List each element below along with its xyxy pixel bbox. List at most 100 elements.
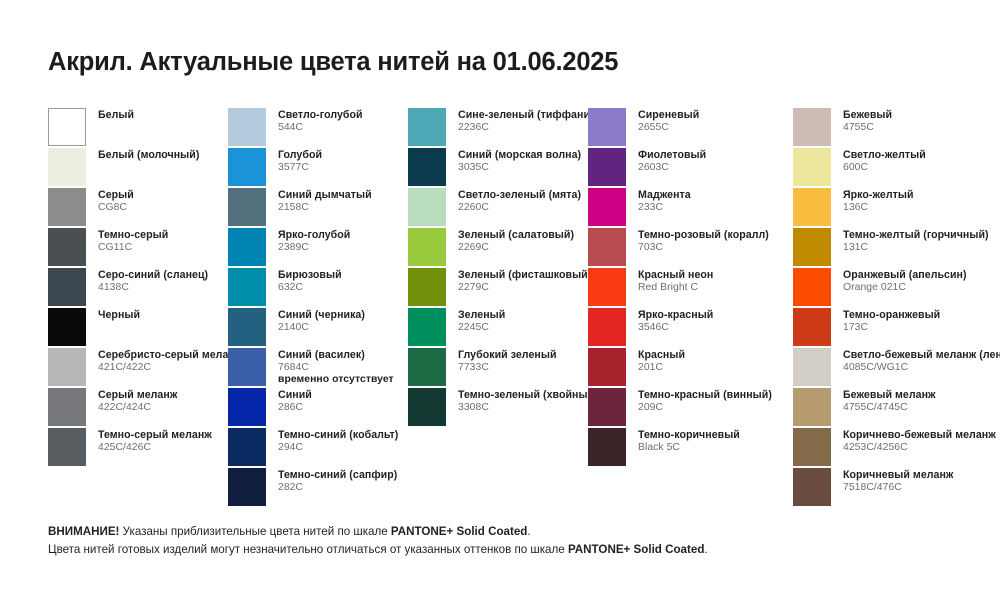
color-entry[interactable]: Зеленый (фисташковый) 2279C (408, 268, 591, 308)
color-swatch[interactable] (793, 188, 831, 226)
color-swatch[interactable] (408, 348, 446, 386)
color-swatch[interactable] (228, 188, 266, 226)
color-swatch[interactable] (228, 148, 266, 186)
footer-line-1-text: Указаны приблизительные цвета нитей по ш… (119, 525, 391, 538)
color-swatch[interactable] (588, 348, 626, 386)
color-entry[interactable]: Ярко-голубой 2389C (228, 228, 408, 268)
color-entry[interactable]: Маджента 233C (588, 188, 793, 228)
color-swatch[interactable] (228, 268, 266, 306)
color-entry[interactable]: Зеленый (салатовый) 2269C (408, 228, 588, 268)
color-swatch[interactable] (228, 428, 266, 466)
color-swatch[interactable] (48, 108, 86, 146)
color-swatch[interactable] (48, 148, 86, 186)
color-name: Белый (98, 109, 135, 121)
color-swatch[interactable] (48, 428, 86, 466)
color-swatch[interactable] (408, 188, 446, 226)
color-entry[interactable]: Темно-красный (винный) 209C (588, 388, 793, 428)
color-swatch[interactable] (48, 228, 86, 266)
color-entry[interactable]: Темно-коричневый Black 5C (588, 428, 793, 468)
color-swatch[interactable] (228, 388, 266, 426)
color-entry[interactable]: Синий дымчатый 2158C (228, 188, 408, 228)
color-entry[interactable]: Красный неон Red Bright C (588, 268, 793, 308)
color-swatch[interactable] (588, 428, 626, 466)
color-swatch[interactable] (48, 348, 86, 386)
color-swatch[interactable] (793, 468, 831, 506)
color-entry[interactable]: Темно-синий (сапфир) 282C (228, 468, 408, 508)
color-swatch[interactable] (793, 308, 831, 346)
color-entry[interactable]: Темно-зеленый (хвойный) 3308C (408, 388, 598, 428)
color-code: 2269C (458, 241, 489, 253)
color-swatch[interactable] (48, 308, 86, 346)
color-swatch[interactable] (793, 388, 831, 426)
color-swatch[interactable] (793, 228, 831, 266)
color-entry[interactable]: Серый меланж 422C/424C (48, 388, 228, 428)
color-swatch[interactable] (793, 268, 831, 306)
color-entry[interactable]: Бежевый меланж 4755C/4745C (793, 388, 998, 428)
color-entry[interactable]: Светло-зеленый (мята) 2260C (408, 188, 588, 228)
color-entry[interactable]: Светло-голубой 544C (228, 108, 408, 148)
color-labels: Темно-оранжевый 173C (843, 308, 940, 334)
color-swatch[interactable] (408, 308, 446, 346)
color-swatch[interactable] (228, 228, 266, 266)
color-entry[interactable]: Темно-серый меланж 425C/426C (48, 428, 228, 468)
color-swatch[interactable] (588, 268, 626, 306)
color-swatch[interactable] (408, 108, 446, 146)
color-entry[interactable]: Оранжевый (апельсин) Orange 021C (793, 268, 998, 308)
color-name: Темно-зеленый (хвойный) (458, 389, 598, 401)
color-swatch[interactable] (408, 148, 446, 186)
color-labels: Ярко-желтый 136C (843, 188, 914, 214)
color-labels: Синий 286C (278, 388, 312, 414)
color-entry[interactable]: Синий (василек) 7684C временно отсутствует (228, 348, 408, 388)
color-swatch[interactable] (228, 308, 266, 346)
color-swatch[interactable] (408, 268, 446, 306)
color-swatch[interactable] (793, 348, 831, 386)
color-swatch[interactable] (793, 148, 831, 186)
color-entry[interactable]: Ярко-желтый 136C (793, 188, 998, 228)
color-entry[interactable]: Голубой 3577C (228, 148, 408, 188)
color-swatch[interactable] (48, 188, 86, 226)
color-swatch[interactable] (228, 108, 266, 146)
color-swatch[interactable] (793, 108, 831, 146)
color-swatch[interactable] (408, 388, 446, 426)
color-entry[interactable]: Синий (черника) 2140C (228, 308, 408, 348)
color-entry[interactable]: Белый (молочный) (48, 148, 228, 188)
color-swatch[interactable] (588, 308, 626, 346)
color-entry[interactable]: Фиолетовый 2603C (588, 148, 793, 188)
color-entry[interactable]: Темно-желтый (горчичный) 131C (793, 228, 998, 268)
color-entry[interactable]: Серый CG8C (48, 188, 228, 228)
color-swatch[interactable] (588, 388, 626, 426)
color-entry[interactable]: Сиреневый 2655C (588, 108, 793, 148)
color-entry[interactable]: Синий (морская волна) 3035C (408, 148, 588, 188)
color-entry[interactable]: Зеленый 2245C (408, 308, 588, 348)
color-swatch[interactable] (228, 348, 266, 386)
color-entry[interactable]: Синий 286C (228, 388, 408, 428)
color-entry[interactable]: Бежевый 4755C (793, 108, 998, 148)
color-entry[interactable]: Белый (48, 108, 228, 148)
color-swatch[interactable] (793, 428, 831, 466)
color-entry[interactable]: Темно-серый CG11C (48, 228, 228, 268)
color-entry[interactable]: Ярко-красный 3546C (588, 308, 793, 348)
color-swatch[interactable] (588, 228, 626, 266)
color-entry[interactable]: Сине-зеленый (тиффани) 2236C (408, 108, 594, 148)
color-entry[interactable]: Коричнево-бежевый меланж 4253C/4256C (793, 428, 998, 468)
color-labels: Зеленый 2245C (458, 308, 505, 334)
color-swatch[interactable] (588, 108, 626, 146)
color-entry[interactable]: Темно-оранжевый 173C (793, 308, 998, 348)
color-swatch[interactable] (408, 228, 446, 266)
color-entry[interactable]: Коричневый меланж 7518C/476C (793, 468, 998, 508)
color-entry[interactable]: Светло-желтый 600C (793, 148, 998, 188)
color-entry[interactable]: Красный 201C (588, 348, 793, 388)
color-swatch[interactable] (228, 468, 266, 506)
color-entry[interactable]: Темно-розовый (коралл) 703C (588, 228, 793, 268)
color-swatch[interactable] (588, 188, 626, 226)
color-entry[interactable]: Глубокий зеленый 7733C (408, 348, 588, 388)
color-swatch[interactable] (588, 148, 626, 186)
color-entry[interactable]: Темно-синий (кобальт) 294C (228, 428, 408, 468)
color-entry[interactable]: Черный (48, 308, 228, 348)
color-entry[interactable]: Серебристо-серый меланж 421C/422C (48, 348, 242, 388)
color-entry[interactable]: Серо-синий (сланец) 4138C (48, 268, 228, 308)
color-swatch[interactable] (48, 268, 86, 306)
color-swatch[interactable] (48, 388, 86, 426)
color-entry[interactable]: Светло-бежевый меланж (лен) 4085C/WG1C (793, 348, 1000, 388)
color-entry[interactable]: Бирюзовый 632C (228, 268, 408, 308)
